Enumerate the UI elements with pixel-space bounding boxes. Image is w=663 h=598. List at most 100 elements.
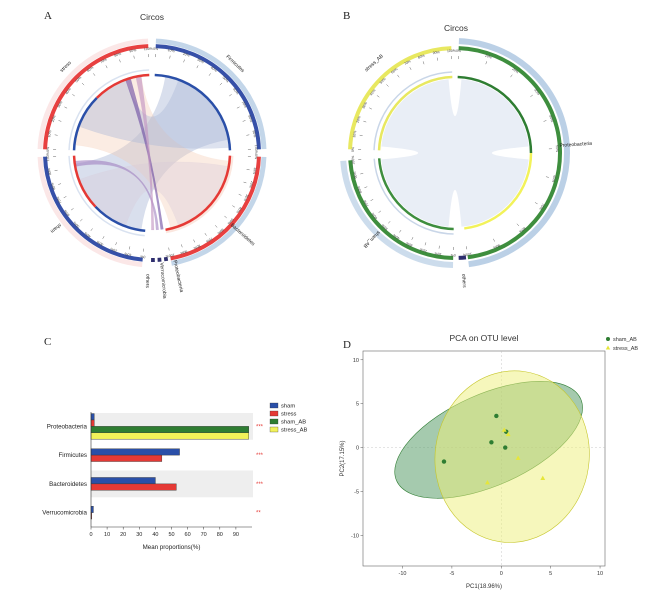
tick-sham-ab-tick-label: 10% <box>434 251 442 256</box>
tick-sham-ab-tick-label: 30% <box>405 241 413 248</box>
tick-firmicutes-tick <box>183 59 185 63</box>
tick-bacteroidetes-tick-label: 0% <box>254 154 258 159</box>
tick-stress-ab-tick <box>422 61 425 65</box>
tick-stress-ab-tick-label: 10% <box>352 130 357 138</box>
segment-label-bacteroidetes: Bacteroidetes <box>229 222 256 247</box>
plot-frame <box>362 350 606 567</box>
legend-swatch-stress-ab <box>269 426 279 433</box>
legend-swatch-stress <box>269 410 279 417</box>
tick-sham-ab-tick-label: 60% <box>371 212 378 220</box>
segment-arc-sham <box>43 156 143 262</box>
tick-stress-ab-tick <box>376 95 380 98</box>
point-sham-ab <box>489 440 494 445</box>
segment-arc-stress <box>43 44 149 150</box>
ring-shade-proteobacteria <box>458 38 570 268</box>
ribbon-gap <box>448 189 462 228</box>
tick-proteobacteria-tick <box>543 120 547 122</box>
inner-grey-arc-stress-ab <box>373 71 453 151</box>
tick-firmicutes-tick <box>169 55 171 59</box>
tick-bacteroidetes-tick-label: 10% <box>252 167 257 175</box>
tick-firmicutes-tick <box>242 120 246 122</box>
tick-sham-ab-tick <box>424 242 427 246</box>
tick-stress-tick <box>133 55 135 59</box>
x-tick-label: 0 <box>89 532 92 538</box>
pca-title: PCA on OTU level <box>450 333 519 343</box>
legend-marker-stress-ab <box>605 345 611 350</box>
tick-stress-tick-label: 70% <box>99 58 107 65</box>
inner-arc-stress-2 <box>95 73 150 99</box>
tick-sham-ab-tick-label: 80% <box>357 186 363 194</box>
x-tick-label: 10 <box>104 532 110 538</box>
tick-sham-ab-tick <box>411 237 414 240</box>
tick-stress-tick-label: 10% <box>47 130 52 138</box>
tick-firmicutes-tick <box>196 65 199 69</box>
tick-bacteroidetes-tick-label: 40% <box>235 206 242 214</box>
tick-stress-ab-tick <box>436 57 438 61</box>
point-stress-ab <box>501 427 507 432</box>
bar-chart-panel-c: Proteobacteria *** Firmicutes *** Bacteroide… <box>42 402 308 551</box>
tick-proteobacteria-tick-label: 100% <box>463 252 472 257</box>
tick-sham-tick-label: 10% <box>124 252 132 258</box>
tick-sham-tick <box>70 208 74 211</box>
point-stress-ab <box>505 431 511 437</box>
tick-bacteroidetes-tick <box>238 193 242 196</box>
x-tick-label: 50 <box>168 532 174 538</box>
y-tick-label: 10 <box>353 358 359 364</box>
ring-shade-stress <box>37 38 149 150</box>
tick-sham-ab-tick-label: 70% <box>363 199 370 207</box>
tick-bacteroidetes-tick-label: 60% <box>217 227 225 235</box>
tick-stress-tick <box>72 94 75 97</box>
inner-grey-arc-stress <box>68 69 150 151</box>
bar-sham-proteobacteria <box>90 413 95 421</box>
tick-firmicutes-tick-label: 20% <box>182 52 190 58</box>
y-tick-label: 0 <box>356 446 359 452</box>
tick-proteobacteria-tick-label: 90% <box>493 243 501 250</box>
tick-proteobacteria-tick-label: 30% <box>533 88 540 96</box>
significance-label: *** <box>256 424 264 430</box>
tick-sham-tick-label: 0% <box>140 254 145 258</box>
panel-label-a: A <box>44 10 52 22</box>
tick-stress-ab-tick <box>409 67 412 70</box>
tick-firmicutes-tick-label: 0% <box>153 47 158 51</box>
segment-arc-bacteroidetes <box>170 156 261 261</box>
ribbon-gap <box>491 146 529 160</box>
x-tick-label: 0 <box>500 571 503 577</box>
legend-marker-sham-ab <box>606 337 610 341</box>
x-tick-label: 20 <box>120 532 126 538</box>
significance-label: *** <box>256 453 264 459</box>
point-sham-ab <box>503 445 508 450</box>
panel-label-d: D <box>343 339 351 351</box>
tick-stress-ab-tick <box>359 134 363 136</box>
tick-bacteroidetes-tick <box>243 181 247 184</box>
tick-stress-ab-tick-label: 70% <box>403 59 411 66</box>
tick-stress-tick-label: 20% <box>51 115 57 123</box>
y-tick-label: -5 <box>354 489 359 495</box>
segment-arc-others <box>458 255 467 260</box>
tick-firmicutes-tick-label: 100% <box>254 145 258 154</box>
tick-proteobacteria-tick-label: 0% <box>456 49 461 53</box>
tick-sham-tick-label: 90% <box>47 168 52 176</box>
tick-firmicutes-tick-label: 70% <box>241 100 248 108</box>
tick-stress-ab-tick <box>386 84 389 87</box>
x-axis-label: PC1(18.96%) <box>466 584 502 590</box>
x-tick-label: 40 <box>152 532 158 538</box>
inner-arc-bacteroidetes <box>165 155 232 232</box>
tick-proteobacteria-tick-label: 40% <box>548 115 554 123</box>
tick-sham-tick-label: 40% <box>84 231 92 238</box>
tick-firmicutes-tick-label: 30% <box>197 58 205 65</box>
tick-firmicutes-tick-label: 10% <box>167 48 175 53</box>
tick-sham-ab-tick-label: 90% <box>353 171 358 179</box>
tick-bacteroidetes-tick-label: 70% <box>205 236 213 243</box>
tick-proteobacteria-tick <box>510 74 513 78</box>
tick-stress-tick <box>93 73 96 76</box>
tick-stress-tick-label: 80% <box>114 52 122 58</box>
x-tick-label: 10 <box>597 571 603 577</box>
tick-stress-tick <box>64 106 68 109</box>
tick-bacteroidetes-tick <box>181 244 183 248</box>
inner-grey-arc-sham <box>68 155 145 237</box>
tick-stress-ab-tick-label: 30% <box>361 101 368 109</box>
ring-shade-bacteroidetes-outer <box>171 156 267 266</box>
x-tick-label: -5 <box>449 571 454 577</box>
segment-arc-stress-ab <box>348 46 452 150</box>
tick-bacteroidetes-tick <box>232 205 235 208</box>
